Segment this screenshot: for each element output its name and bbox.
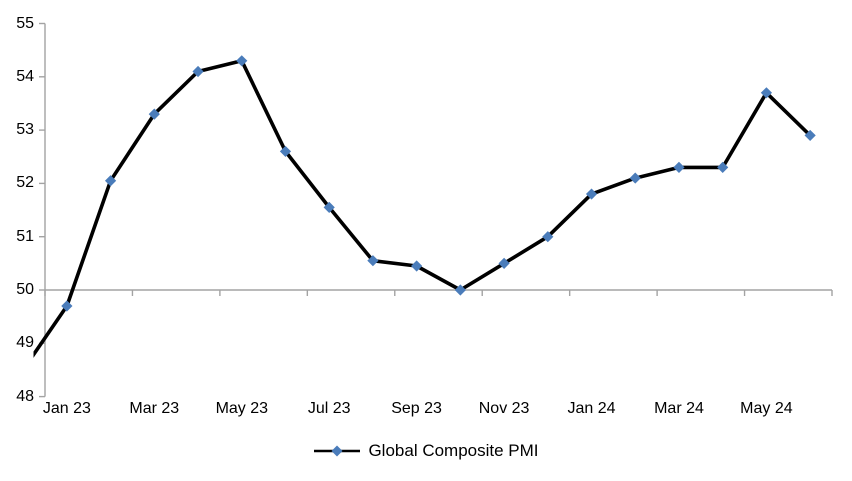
data-point-marker [411,260,423,272]
data-point-marker [760,87,773,99]
data-point-marker [192,65,204,78]
data-point-marker [323,201,335,213]
legend-line-marker-icon [314,445,361,457]
data-point-marker [61,300,73,312]
data-point-marker [542,231,554,243]
data-point-marker [236,55,248,67]
x-axis-tick-label: Mar 24 [654,400,704,417]
y-axis-tick-label: 48 [16,387,34,405]
data-point-marker [367,255,379,267]
y-axis-tick-label: 53 [16,121,34,139]
x-axis-tick-label: May 23 [215,400,269,417]
x-axis-tick-label: Nov 23 [478,400,530,417]
legend: Global Composite PMI [0,441,852,461]
y-axis-tick-label: 50 [16,281,34,298]
data-point-marker [498,257,510,269]
y-axis-tick-label: 51 [16,227,34,245]
y-axis-tick-label: 49 [16,334,34,352]
data-point-marker [673,161,685,174]
data-point-marker [104,175,117,187]
y-axis-tick-label: 52 [16,174,34,192]
x-axis-tick-label: Jan 24 [567,400,616,417]
y-axis-tick-label: 55 [16,14,34,32]
data-point-marker [585,188,598,200]
data-point-marker [804,129,816,142]
x-axis-tick-label: Mar 23 [129,400,180,417]
data-point-marker [629,172,641,184]
x-axis-tick-label: Jan 23 [42,400,91,417]
data-point-marker [454,284,466,296]
legend-label: Global Composite PMI [368,441,539,460]
x-axis-tick-label: Sep 23 [391,400,442,417]
data-point-marker [279,145,292,158]
x-axis-tick-label: May 24 [740,400,793,417]
pmi-series-line [33,58,812,358]
y-axis-tick-label: 54 [16,67,34,85]
data-point-marker [717,161,729,174]
data-point-marker [148,108,160,120]
x-axis-tick-label: Jul 23 [307,400,351,417]
